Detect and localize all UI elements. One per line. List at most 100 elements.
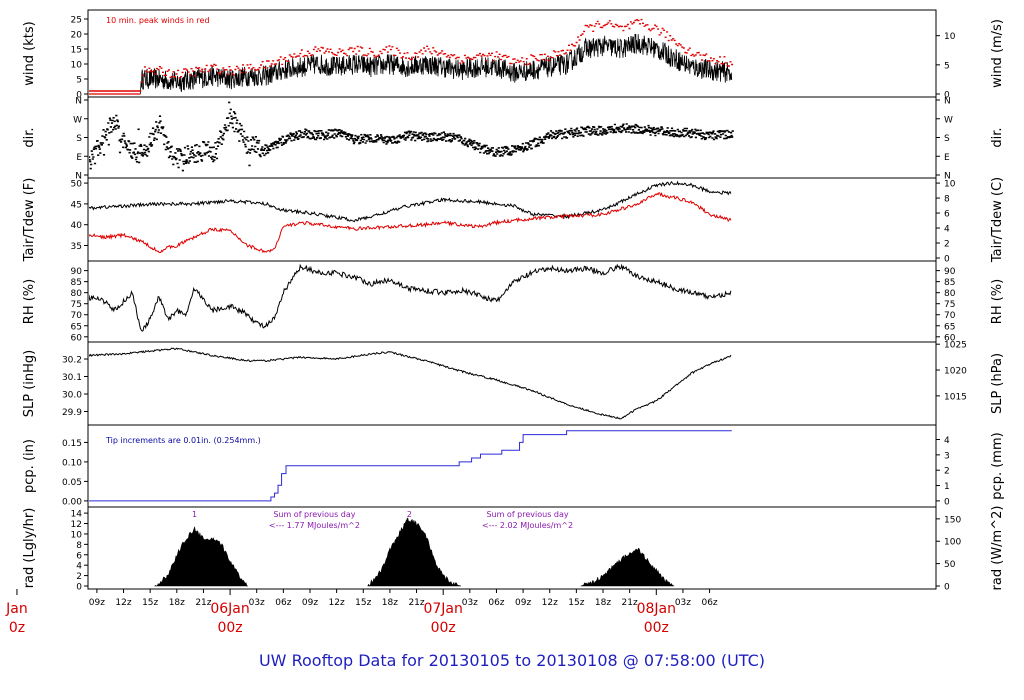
day-label-date: Jan <box>5 601 28 617</box>
series-line <box>89 263 732 332</box>
series-10-min-peak-winds <box>89 18 734 92</box>
right-tick-label: 0 <box>944 583 950 593</box>
y-axis-label-left: RH (%) <box>22 279 37 324</box>
series-solar-radiation-lgly-hr- <box>154 517 676 587</box>
day-label-hour: 00z <box>217 620 242 636</box>
panel-pcp: 0.00 0.05 0.10 0.15 0 1 2 3 4 pcp. (in) pcp. (mm) T… <box>22 424 1005 508</box>
left-tick-label: 15 <box>71 46 82 56</box>
right-tick-label: 0 <box>944 497 950 507</box>
right-tick-label: 3 <box>944 451 950 461</box>
left-tick-label: 0 <box>76 583 82 593</box>
left-tick-label: 70 <box>71 311 83 321</box>
left-tick-label: 40 <box>71 221 83 231</box>
x-tick-label: 15z <box>142 598 158 608</box>
left-tick-label: 0.10 <box>62 458 82 468</box>
left-tick-label: 4 <box>76 562 82 572</box>
right-tick-label: 0 <box>944 91 950 101</box>
right-tick-label: 85 <box>944 278 955 288</box>
right-tick-label: 10 <box>944 180 956 190</box>
panel-annotation: Tip increments are 0.01in. (0.254mm.) <box>105 436 261 445</box>
radiation-day-2 <box>367 517 462 587</box>
x-tick-label: 06z <box>275 598 291 608</box>
left-tick-label: 12 <box>71 520 82 530</box>
series-line <box>89 33 733 95</box>
panel-annotation: <--- 2.02 MJoules/m^2 <box>482 521 573 530</box>
right-tick-label: 1 <box>944 482 950 492</box>
left-tick-label: 50 <box>71 180 83 190</box>
x-tick-label: 03z <box>675 598 691 608</box>
panel-frame <box>87 506 937 590</box>
x-tick-label: 12z <box>115 598 131 608</box>
panel-annotation: <--- 1.77 MJoules/m^2 <box>269 521 360 530</box>
left-tick-label: 30.0 <box>62 391 82 401</box>
right-tick-label: 0 <box>944 255 950 265</box>
left-tick-label: 20 <box>71 31 83 41</box>
right-tick-label: 50 <box>944 560 956 570</box>
left-tick-label: 30.2 <box>62 356 82 366</box>
left-tick-label: 10 <box>71 61 83 71</box>
left-tick-label: 5 <box>76 76 82 86</box>
day-label-hour: 00z <box>644 620 669 636</box>
right-tick-label: 2 <box>944 240 950 250</box>
panel-annotation: Sum of previous day <box>486 510 568 519</box>
left-tick-label: 65 <box>71 322 82 332</box>
left-tick-label: 35 <box>71 242 82 252</box>
left-tick-label: N <box>75 172 82 182</box>
series-tdew-f- <box>89 191 732 254</box>
y-axis-label-left: wind (kts) <box>22 21 37 85</box>
left-tick-label: 6 <box>76 551 82 561</box>
series-line <box>89 180 732 223</box>
left-tick-label: S <box>76 134 82 144</box>
y-axis-label-right: dir. <box>990 127 1005 147</box>
x-tick-label: 09z <box>302 598 318 608</box>
right-tick-label: 2 <box>944 467 950 477</box>
right-tick-label: 75 <box>944 300 955 310</box>
right-tick-label: N <box>944 97 951 107</box>
right-tick-label: 4 <box>944 436 950 446</box>
left-tick-label: 2 <box>76 572 82 582</box>
left-tick-label: 29.9 <box>62 408 82 418</box>
x-tick-label: 18z <box>595 598 611 608</box>
y-axis-label-right: SLP (hPa) <box>990 353 1005 414</box>
radiation-day-1 <box>154 525 248 587</box>
y-axis-label-right: pcp. (mm) <box>990 432 1005 499</box>
radiation-day-3 <box>580 547 676 587</box>
y-axis-label-left: dir. <box>22 127 37 147</box>
panel-frame <box>87 341 937 426</box>
left-tick-label: 8 <box>76 541 82 551</box>
panel-wind: 0 5 10 15 20 25 0 5 10 wind (kts) wind (m/s) 10 min… <box>22 9 1005 101</box>
series-cumulative-precipitation-in- <box>89 430 732 502</box>
x-tick-label: 21z <box>408 598 424 608</box>
right-tick-label: W <box>944 115 953 125</box>
left-tick-label: 45 <box>71 200 82 210</box>
x-tick-label: 09z <box>89 598 105 608</box>
x-tick-label: 03z <box>249 598 265 608</box>
left-tick-label: 90 <box>71 267 83 277</box>
series-wind-direction-deg- <box>89 101 734 172</box>
panel-frame <box>87 96 937 179</box>
y-axis-label-right: wind (m/s) <box>990 19 1005 88</box>
left-tick-label: 80 <box>71 289 83 299</box>
right-tick-label: 1015 <box>944 392 967 402</box>
series-line <box>89 347 732 420</box>
right-tick-label: 1020 <box>944 367 967 377</box>
right-tick-label: 8 <box>944 195 950 205</box>
x-tick-label: 06z <box>488 598 504 608</box>
x-tick-label: 15z <box>355 598 371 608</box>
series-sea-level-pressure-inhg- <box>89 347 732 420</box>
left-tick-label: 14 <box>71 510 83 520</box>
panel-annotation: 2 <box>407 510 412 519</box>
precip-line <box>89 430 732 502</box>
panel-annotation: 1 <box>192 510 197 519</box>
right-tick-label: 70 <box>944 311 956 321</box>
day-label-hour: 0z <box>9 620 25 636</box>
series-relative-humidity- <box>89 263 732 332</box>
right-tick-label: 1025 <box>944 341 967 351</box>
series-wind-speed-kts- <box>89 33 733 95</box>
peak-wind-marks <box>89 18 734 92</box>
y-axis-label-left: SLP (inHg) <box>22 350 37 418</box>
